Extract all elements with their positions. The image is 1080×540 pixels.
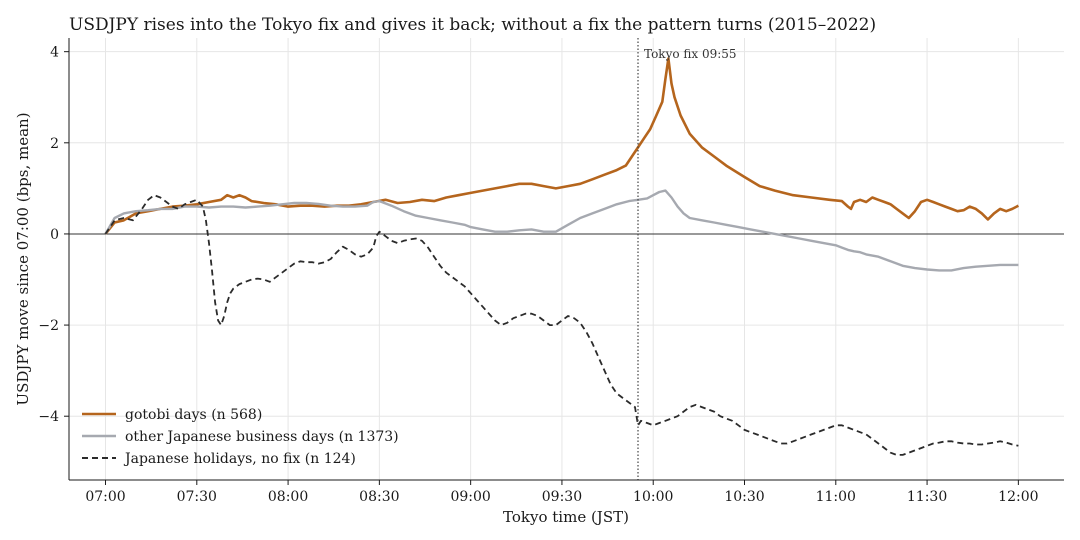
y-tick-label: 2 (50, 136, 59, 152)
legend-label-gotobi: gotobi days (n 568) (125, 407, 262, 423)
fix-annotation: Tokyo fix 09:55 (637, 38, 737, 480)
y-tick-label: −4 (38, 409, 59, 425)
x-tick-label: 07:00 (85, 489, 125, 505)
grid (69, 38, 1064, 480)
legend: gotobi days (n 568) other Japanese busin… (82, 407, 399, 467)
x-tick-label: 10:30 (724, 489, 764, 505)
x-tick-label: 12:00 (998, 489, 1038, 505)
series-line-gotobi (104, 57, 1020, 235)
y-tick-label: 4 (50, 45, 59, 61)
chart-title: USDJPY rises into the Tokyo fix and give… (69, 15, 876, 35)
series-line-other (104, 189, 1019, 272)
tick-labels: 07:00 07:30 08:00 08:30 09:00 09:30 10:00 10:30… (38, 45, 1038, 505)
x-tick-label: 09:30 (542, 489, 582, 505)
y-tick-label: −2 (38, 318, 59, 334)
legend-label-holiday: Japanese holidays, no fix (n 124) (123, 451, 356, 467)
x-axis-title: Tokyo time (JST) (503, 508, 629, 526)
x-tick-label: 08:00 (268, 489, 308, 505)
x-tick-label: 09:00 (450, 489, 490, 505)
series-lines (104, 57, 1020, 456)
x-tick-label: 08:30 (359, 489, 399, 505)
legend-label-other: other Japanese business days (n 1373) (125, 429, 399, 445)
series-line-holiday (104, 194, 1019, 456)
tokyo-fix-label: Tokyo fix 09:55 (644, 47, 737, 61)
x-tick-label: 11:30 (907, 489, 947, 505)
x-tick-label: 07:30 (177, 489, 217, 505)
x-tick-label: 10:00 (633, 489, 673, 505)
y-tick-label: 0 (50, 227, 59, 243)
x-tick-label: 11:00 (816, 489, 856, 505)
axes (64, 38, 1064, 485)
y-axis-title: USDJPY move since 07:00 (bps, mean) (14, 112, 32, 405)
